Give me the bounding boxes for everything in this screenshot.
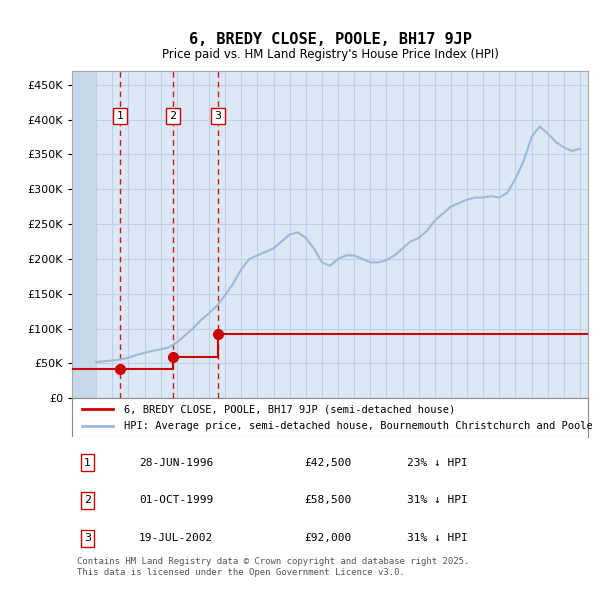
Text: 31% ↓ HPI: 31% ↓ HPI: [407, 533, 468, 543]
Text: 2: 2: [84, 496, 91, 506]
Text: 31% ↓ HPI: 31% ↓ HPI: [407, 496, 468, 506]
Text: 3: 3: [84, 533, 91, 543]
Text: 2: 2: [169, 111, 176, 121]
Text: 6, BREDY CLOSE, POOLE, BH17 9JP (semi-detached house): 6, BREDY CLOSE, POOLE, BH17 9JP (semi-de…: [124, 404, 455, 414]
Text: 28-JUN-1996: 28-JUN-1996: [139, 458, 214, 468]
Text: HPI: Average price, semi-detached house, Bournemouth Christchurch and Poole: HPI: Average price, semi-detached house,…: [124, 421, 592, 431]
Text: £58,500: £58,500: [304, 496, 352, 506]
Text: £92,000: £92,000: [304, 533, 352, 543]
Text: 3: 3: [214, 111, 221, 121]
Bar: [72, 71, 96, 398]
Text: Price paid vs. HM Land Registry's House Price Index (HPI): Price paid vs. HM Land Registry's House …: [161, 48, 499, 61]
Text: 01-OCT-1999: 01-OCT-1999: [139, 496, 214, 506]
Text: Contains HM Land Registry data © Crown copyright and database right 2025.
This d: Contains HM Land Registry data © Crown c…: [77, 557, 470, 576]
Text: 23% ↓ HPI: 23% ↓ HPI: [407, 458, 468, 468]
Text: 19-JUL-2002: 19-JUL-2002: [139, 533, 214, 543]
Text: 6, BREDY CLOSE, POOLE, BH17 9JP: 6, BREDY CLOSE, POOLE, BH17 9JP: [188, 32, 472, 47]
Text: £42,500: £42,500: [304, 458, 352, 468]
Text: 1: 1: [84, 458, 91, 468]
Text: 1: 1: [117, 111, 124, 121]
